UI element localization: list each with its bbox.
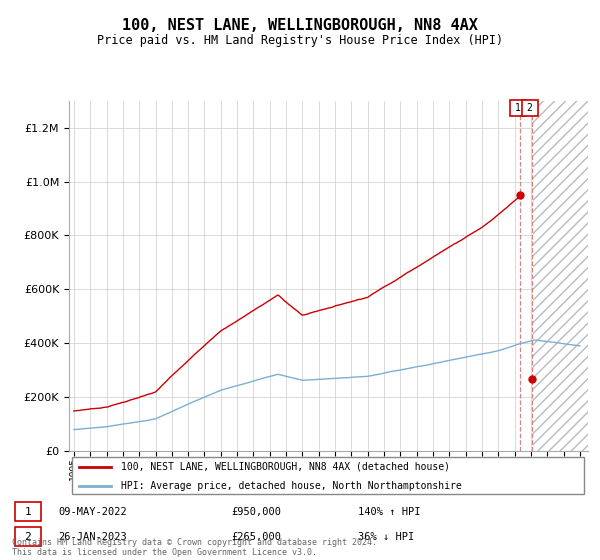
Text: £950,000: £950,000 bbox=[231, 507, 281, 517]
Text: Contains HM Land Registry data © Crown copyright and database right 2024.
This d: Contains HM Land Registry data © Crown c… bbox=[12, 538, 377, 557]
Text: 100, NEST LANE, WELLINGBOROUGH, NN8 4AX (detached house): 100, NEST LANE, WELLINGBOROUGH, NN8 4AX … bbox=[121, 461, 450, 472]
Text: 1: 1 bbox=[515, 103, 521, 113]
FancyBboxPatch shape bbox=[71, 457, 584, 494]
Text: 2: 2 bbox=[25, 531, 31, 542]
Text: 1: 1 bbox=[25, 507, 31, 517]
FancyBboxPatch shape bbox=[15, 528, 41, 546]
Text: 100, NEST LANE, WELLINGBOROUGH, NN8 4AX: 100, NEST LANE, WELLINGBOROUGH, NN8 4AX bbox=[122, 18, 478, 32]
Text: £265,000: £265,000 bbox=[231, 531, 281, 542]
Text: 36% ↓ HPI: 36% ↓ HPI bbox=[358, 531, 414, 542]
Text: Price paid vs. HM Land Registry's House Price Index (HPI): Price paid vs. HM Land Registry's House … bbox=[97, 34, 503, 47]
Text: HPI: Average price, detached house, North Northamptonshire: HPI: Average price, detached house, Nort… bbox=[121, 480, 461, 491]
Text: 2: 2 bbox=[527, 103, 533, 113]
FancyBboxPatch shape bbox=[15, 502, 41, 521]
Bar bbox=[533, 101, 588, 451]
Text: 09-MAY-2022: 09-MAY-2022 bbox=[58, 507, 127, 517]
Text: 140% ↑ HPI: 140% ↑ HPI bbox=[358, 507, 420, 517]
Text: 26-JAN-2023: 26-JAN-2023 bbox=[58, 531, 127, 542]
